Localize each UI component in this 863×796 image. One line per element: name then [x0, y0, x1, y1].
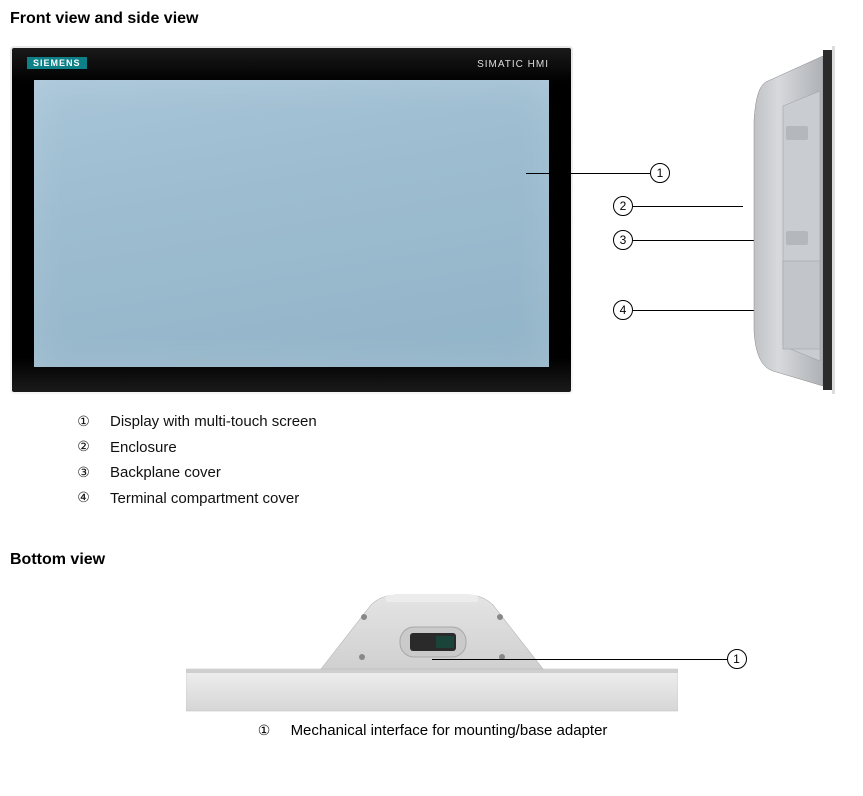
callout-number-4: 4: [613, 300, 633, 320]
section1-legend: ① Display with multi-touch screen ② Enclosu…: [75, 409, 853, 511]
side-view-svg: [728, 46, 836, 394]
callout-number-1-bottom: 1: [727, 649, 747, 669]
legend-row-3: ③ Backplane cover: [75, 460, 853, 486]
brand-siemens-badge: SIEMENS: [27, 57, 87, 69]
bottom-view-device: 1: [186, 587, 678, 712]
legend-row-4: ④ Terminal compartment cover: [75, 486, 853, 512]
front-side-row: SIEMENS SIMATIC HMI 12 3 4: [10, 46, 853, 394]
legend-num-2: ②: [75, 435, 92, 459]
brand-hmi-label: SIMATIC HMI: [477, 59, 549, 70]
side-view-device: [728, 46, 836, 394]
legend-num-4: ④: [75, 486, 92, 510]
callout-1: 1: [526, 163, 670, 183]
legend2-label: Mechanical interface for mounting/base a…: [291, 722, 608, 739]
legend-row-1: ① Display with multi-touch screen: [75, 409, 853, 435]
callout-line: [633, 206, 743, 207]
bottom-callout: 1: [432, 649, 747, 669]
legend2-num: ①: [256, 722, 273, 739]
legend-label-4: Terminal compartment cover: [110, 486, 299, 512]
touch-screen: [34, 80, 549, 367]
front-bezel: SIEMENS SIMATIC HMI: [12, 48, 571, 392]
callout-number-2: 2: [613, 196, 633, 216]
callouts-column: 12 3 4: [613, 46, 688, 394]
front-view-device: SIEMENS SIMATIC HMI: [10, 46, 573, 394]
callout-number-3: 3: [613, 230, 633, 250]
legend-label-3: Backplane cover: [110, 460, 221, 486]
legend-label-1: Display with multi-touch screen: [110, 409, 317, 435]
section2: Bottom view: [10, 551, 853, 739]
section1-heading: Front view and side view: [10, 10, 853, 28]
section2-legend: ① Mechanical interface for mounting/base…: [10, 722, 853, 739]
callout-line: [526, 173, 650, 174]
callout-2: 2: [613, 196, 743, 216]
legend-label-2: Enclosure: [110, 435, 177, 461]
bottom-view-row: 1: [10, 587, 853, 712]
legend-num-3: ③: [75, 461, 92, 485]
section2-heading: Bottom view: [10, 551, 853, 569]
bottom-callout-line: [432, 659, 727, 660]
callout-number-1: 1: [650, 163, 670, 183]
legend-num-1: ①: [75, 410, 92, 434]
legend-row-2: ② Enclosure: [75, 435, 853, 461]
